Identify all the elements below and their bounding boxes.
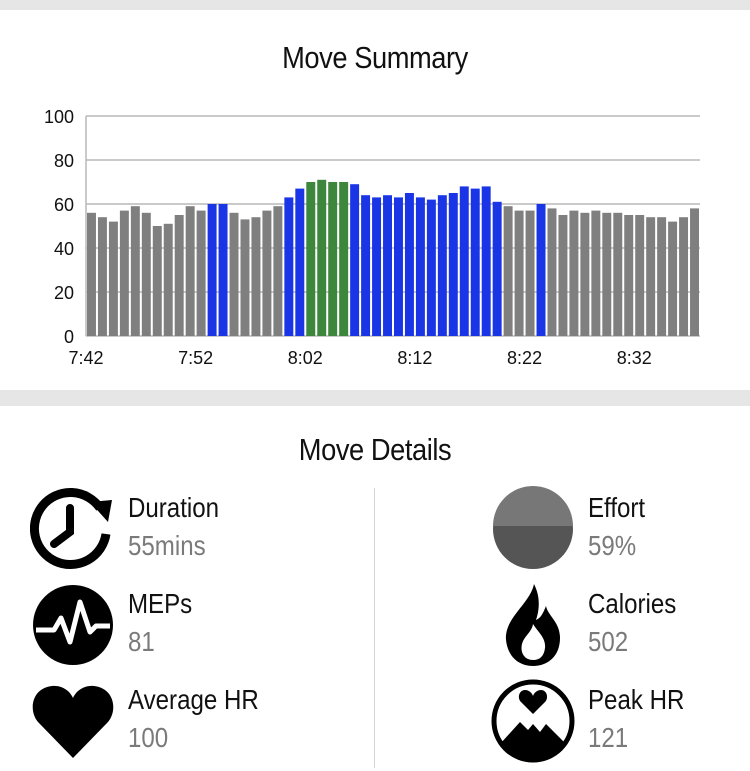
chart-bar — [350, 184, 360, 336]
chart-bar — [646, 217, 656, 336]
y-tick-label: 20 — [54, 283, 74, 303]
chart-bar — [536, 204, 546, 336]
chart-bar — [602, 212, 612, 336]
chart-bar — [262, 210, 272, 336]
chart-bar — [580, 212, 590, 336]
chart-bar — [591, 210, 601, 336]
x-tick-label: 8:32 — [617, 348, 652, 368]
chart-bar — [492, 201, 502, 336]
y-tick-label: 60 — [54, 195, 74, 215]
y-tick-label: 40 — [54, 239, 74, 259]
flame-icon — [505, 584, 560, 666]
heart-icon — [32, 685, 114, 758]
effort-stat: Effort 59% — [490, 486, 750, 572]
chart-bar — [295, 188, 305, 336]
chart-bar — [657, 217, 667, 336]
x-tick-label: 8:12 — [397, 348, 432, 368]
chart-bar — [141, 212, 151, 336]
chart-bar — [108, 221, 118, 336]
chart-bar — [613, 212, 623, 336]
y-tick-label: 100 — [44, 107, 74, 127]
chart-bar — [459, 186, 469, 336]
move-details-card: Move Details Duration 55mins MEPs 81 Ave… — [0, 406, 750, 771]
heart-rate-chart: 0 20 40 60 80 100 7:42 7:52 8:02 8:12 8:22 8:32 — [44, 107, 700, 368]
chart-bar — [383, 195, 392, 336]
chart-bar — [503, 206, 513, 336]
chart-bar — [448, 193, 458, 336]
chart-bar — [470, 188, 480, 336]
chart-bar — [97, 217, 107, 336]
peak-heart-icon — [491, 679, 575, 763]
effort-gauge-icon — [493, 486, 573, 569]
chart-bar — [635, 215, 645, 336]
x-tick-label: 8:02 — [288, 348, 323, 368]
chart-bar — [437, 195, 447, 336]
chart-bar — [679, 217, 689, 336]
chart-bar — [240, 219, 250, 336]
meps-value: 81 — [128, 626, 155, 657]
chart-bar — [196, 210, 206, 336]
chart-bar — [690, 208, 699, 336]
heartbeat-icon — [33, 585, 113, 665]
chart-bar — [547, 208, 557, 336]
chart-bar — [229, 212, 239, 336]
x-tick-label: 7:42 — [68, 348, 103, 368]
y-tick-label: 0 — [64, 327, 74, 347]
chart-bar — [273, 206, 283, 336]
duration-label: Duration — [128, 492, 220, 523]
chart-bar — [328, 182, 338, 336]
move-summary-title: Move Summary — [282, 40, 468, 75]
chart-bar — [207, 204, 217, 336]
chart-bar — [218, 204, 228, 336]
calories-stat: Calories 502 — [490, 582, 750, 668]
chart-bar — [361, 195, 371, 336]
move-details-title: Move Details — [298, 432, 452, 467]
chart-bar — [119, 210, 129, 336]
chart-bar — [668, 221, 678, 336]
chart-bar — [514, 210, 524, 336]
chart-bar — [174, 215, 184, 336]
chart-bar — [339, 182, 349, 336]
chart-bar — [372, 197, 382, 336]
calories-label: Calories — [588, 588, 677, 619]
move-summary-card: Move Summary 0 20 40 60 80 100 7:42 7:52 8:02 8:1… — [0, 10, 750, 390]
chart-bar — [426, 199, 436, 336]
average-hr-stat: Average HR 100 — [30, 678, 330, 764]
effort-value: 59% — [588, 530, 637, 561]
chart-bar — [569, 210, 579, 336]
y-tick-label: 80 — [54, 151, 74, 171]
chart-bar — [624, 215, 634, 336]
chart-bar — [415, 197, 425, 336]
x-tick-label: 7:52 — [178, 348, 213, 368]
effort-label: Effort — [588, 492, 646, 523]
chart-bar — [284, 197, 294, 336]
column-divider — [374, 488, 375, 768]
chart-bar — [404, 193, 414, 336]
chart-bar — [317, 179, 327, 336]
average-hr-value: 100 — [128, 722, 169, 753]
chart-bar — [306, 182, 316, 336]
meps-label: MEPs — [128, 588, 193, 619]
chart-bar — [251, 217, 261, 336]
chart-bar — [87, 212, 96, 336]
average-hr-label: Average HR — [128, 684, 259, 715]
peak-hr-label: Peak HR — [588, 684, 685, 715]
calories-value: 502 — [588, 626, 629, 657]
chart-bar — [130, 206, 140, 336]
duration-value: 55mins — [128, 530, 206, 561]
peak-hr-value: 121 — [588, 722, 629, 753]
chart-bar — [481, 186, 491, 336]
chart-bar — [525, 210, 535, 336]
chart-bar — [558, 215, 568, 336]
chart-bar — [163, 223, 173, 336]
chart-bar — [394, 197, 403, 336]
peak-hr-stat: Peak HR 121 — [490, 678, 750, 764]
clock-icon — [30, 488, 112, 569]
meps-stat: MEPs 81 — [30, 582, 330, 668]
chart-bar — [185, 206, 195, 336]
x-tick-label: 8:22 — [507, 348, 542, 368]
chart-bar — [152, 226, 162, 336]
duration-stat: Duration 55mins — [30, 486, 330, 572]
